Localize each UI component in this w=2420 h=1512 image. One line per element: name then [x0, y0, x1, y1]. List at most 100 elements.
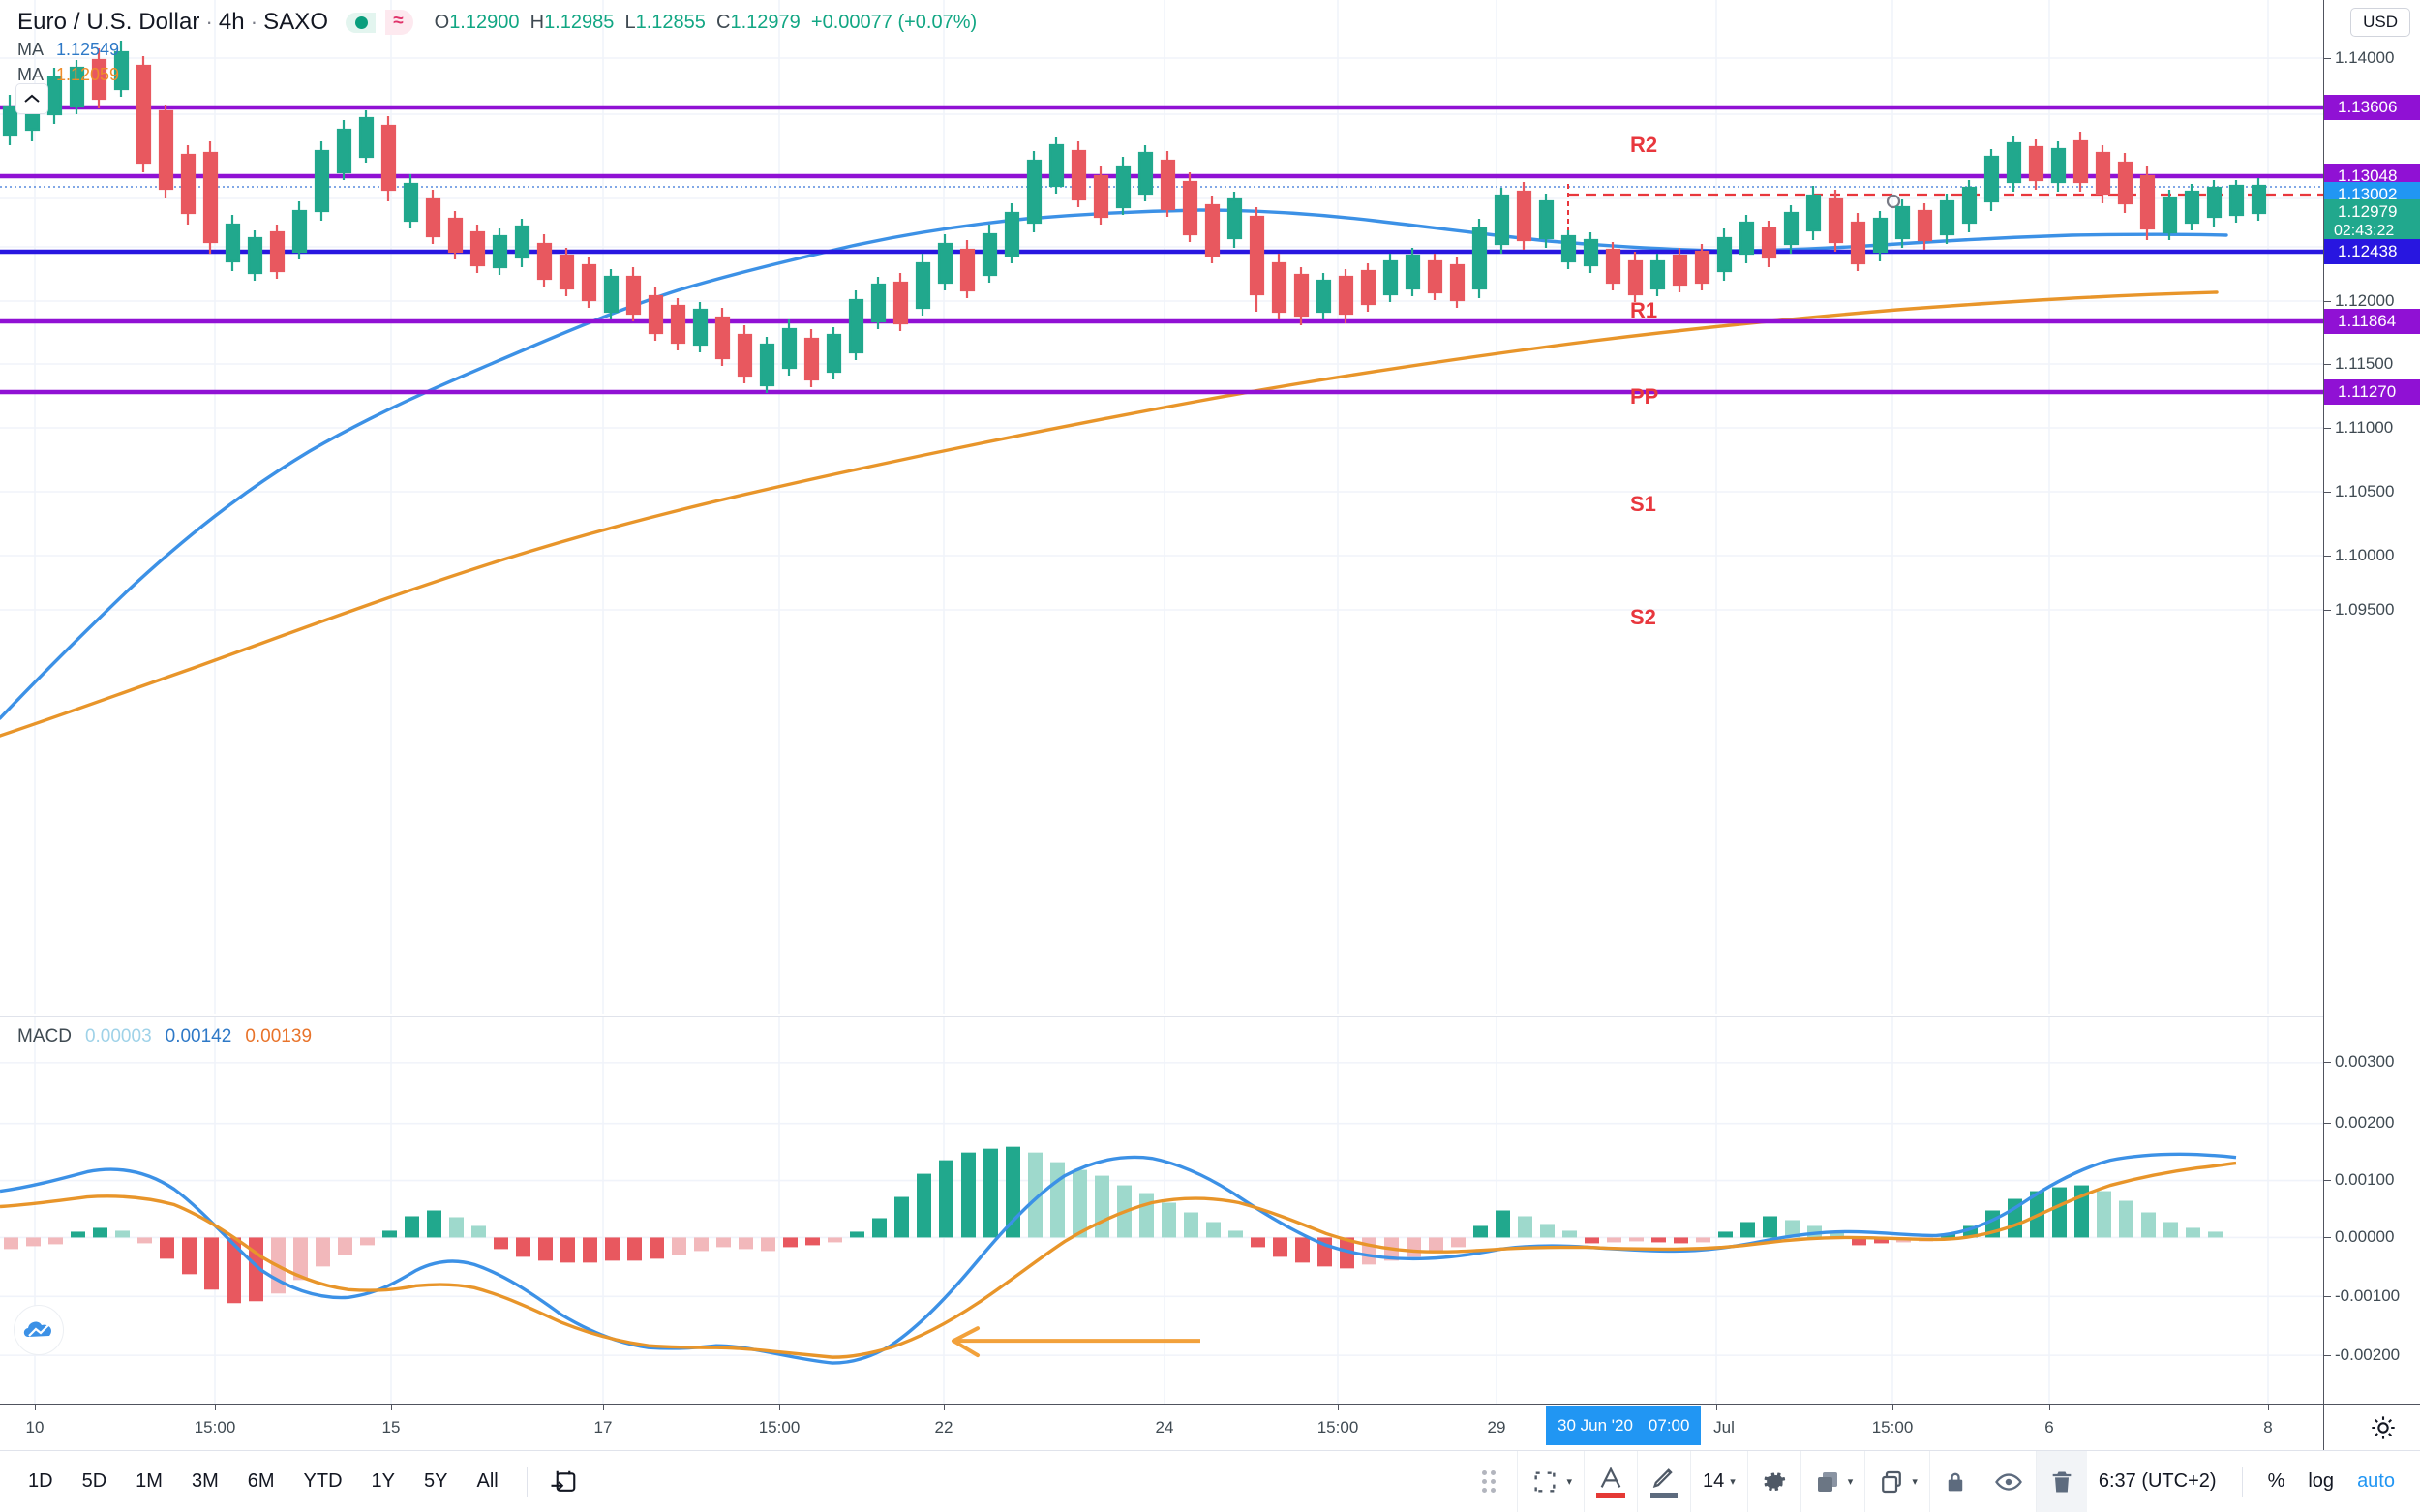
close-value: 1.12979 — [730, 11, 801, 33]
chart-style-toggle[interactable]: ≈ — [346, 10, 413, 35]
pp-price-badge[interactable]: 1.12438 — [2324, 239, 2420, 264]
ma-slow-label: MA — [17, 64, 44, 84]
toolbar-divider-2 — [2241, 1467, 2243, 1497]
toolbar-divider — [526, 1467, 528, 1497]
tradingview-cloud-logo — [14, 1305, 64, 1355]
wave-icon[interactable]: ≈ — [385, 10, 413, 35]
macd-pane[interactable] — [0, 1016, 2323, 1404]
time-tick: 15:00 — [194, 1418, 236, 1436]
price-tick: 1.12000 — [2324, 291, 2394, 311]
layers-button[interactable]: ▾ — [1800, 1450, 1865, 1512]
time-tick: 10 — [25, 1418, 45, 1436]
time-tick: 24 — [1155, 1418, 1174, 1436]
line-style-icon — [1649, 1466, 1679, 1498]
ma-slow-legend[interactable]: MA 1.12059 — [17, 62, 977, 87]
macd-title: MACD — [17, 1026, 72, 1046]
macd-signal-value: 0.00139 — [245, 1026, 313, 1046]
currency-chip[interactable]: USD — [2350, 8, 2410, 37]
range-ytd[interactable]: YTD — [303, 1470, 343, 1492]
drawing-template-button[interactable]: ▾ — [1517, 1450, 1584, 1512]
price-tick: 1.11000 — [2324, 418, 2393, 438]
time-scale[interactable]: 10 15:00 15 17 15:00 22 24 15:00 29 Jul … — [0, 1404, 2420, 1451]
macd-tick: 0.00000 — [2324, 1227, 2394, 1247]
lock-button[interactable] — [1928, 1450, 1981, 1512]
macd-tick: 0.00300 — [2324, 1052, 2394, 1072]
gear-icon — [1764, 1471, 1785, 1491]
s1-price-badge[interactable]: 1.11864 — [2324, 309, 2420, 334]
remove-button[interactable] — [2035, 1450, 2087, 1512]
low-value: 1.12855 — [635, 11, 706, 33]
range-selector[interactable]: 1D 5D 1M 3M 6M YTD 1Y 5Y All — [0, 1465, 513, 1498]
auto-scale-toggle[interactable]: auto — [2345, 1451, 2420, 1512]
range-1m[interactable]: 1M — [136, 1470, 163, 1492]
macd-tick: -0.00100 — [2324, 1286, 2400, 1306]
open-label: O — [434, 11, 450, 33]
price-scale[interactable]: USD 1.14000 1.13500 1.12000 1.11500 1.11… — [2323, 0, 2420, 1404]
crosshair-clock: 07:00 — [1648, 1416, 1690, 1435]
time-tick: 8 — [2263, 1418, 2273, 1436]
drag-handle-icon[interactable] — [1461, 1451, 1517, 1512]
bottom-toolbar[interactable]: 1D 5D 1M 3M 6M YTD 1Y 5Y All ▾ — [0, 1450, 2420, 1512]
drawing-settings-button[interactable] — [1746, 1450, 1800, 1512]
macd-legend[interactable]: MACD 0.00003 0.00142 0.00139 — [17, 1026, 312, 1047]
percent-label: % — [2267, 1470, 2285, 1492]
symbol-title[interactable]: Euro / U.S. Dollar — [17, 9, 200, 35]
log-scale-toggle[interactable]: log — [2296, 1451, 2345, 1512]
close-label: C — [716, 11, 731, 33]
high-label: H — [529, 11, 545, 33]
time-tick: 17 — [593, 1418, 613, 1436]
macd-tick: 0.00100 — [2324, 1170, 2394, 1190]
log-label: log — [2308, 1470, 2335, 1492]
annotation-arrow — [952, 1326, 1200, 1358]
time-tick: 22 — [934, 1418, 953, 1436]
visibility-icon — [1994, 1472, 2022, 1491]
clock-label: 6:37 (UTC+2) — [2098, 1470, 2217, 1492]
high-value: 1.12985 — [544, 11, 615, 33]
price-tick: 1.10000 — [2324, 546, 2394, 565]
ma-fast-legend[interactable]: MA 1.12549 — [17, 37, 977, 62]
range-1y[interactable]: 1Y — [371, 1470, 396, 1492]
range-all[interactable]: All — [476, 1470, 499, 1492]
font-size-value: 14 — [1703, 1470, 1725, 1492]
crosshair-date: 30 Jun '20 — [1558, 1416, 1633, 1435]
pivot-label-r2: R2 — [1630, 133, 1657, 157]
range-6m[interactable]: 6M — [247, 1470, 275, 1492]
range-5d[interactable]: 5D — [81, 1470, 107, 1492]
visibility-button[interactable] — [1980, 1450, 2036, 1512]
candles-icon[interactable] — [346, 12, 377, 33]
line-style-button[interactable] — [1637, 1450, 1690, 1512]
r2-price-badge[interactable]: 1.13606 — [2324, 95, 2420, 120]
percent-scale-toggle[interactable]: % — [2256, 1451, 2297, 1512]
range-1d[interactable]: 1D — [28, 1470, 53, 1492]
time-tick: Jul — [1713, 1418, 1735, 1436]
go-to-date-icon[interactable] — [541, 1460, 586, 1504]
exchange-label[interactable]: SAXO — [263, 9, 329, 35]
pivot-label-r1: R1 — [1630, 298, 1657, 322]
pivot-label-s2: S2 — [1630, 605, 1656, 629]
chevron-up-icon[interactable] — [15, 83, 48, 114]
ma-fast-value: 1.12549 — [56, 39, 120, 59]
macd-hist-value: 0.00003 — [84, 1026, 152, 1046]
s2-price-badge[interactable]: 1.11270 — [2324, 379, 2420, 405]
range-3m[interactable]: 3M — [191, 1470, 219, 1492]
title-separator-2: · — [250, 10, 258, 34]
clock-display[interactable]: 6:37 (UTC+2) — [2087, 1451, 2228, 1512]
pivot-label-pp: PP — [1630, 384, 1658, 408]
clone-button[interactable]: ▾ — [1864, 1450, 1929, 1512]
lock-icon — [1948, 1472, 1963, 1491]
interval-label[interactable]: 4h — [218, 9, 245, 35]
font-size-selector[interactable]: 14 ▾ — [1690, 1450, 1747, 1512]
text-color-icon — [1596, 1466, 1625, 1498]
price-chart-canvas: R2 R1 PP S1 S2 — [0, 0, 2323, 1014]
text-color-button[interactable] — [1584, 1450, 1637, 1512]
low-label: L — [624, 11, 636, 33]
clone-icon — [1882, 1470, 1902, 1493]
ma-fast-label: MA — [17, 39, 44, 59]
price-tick: 1.14000 — [2324, 48, 2394, 68]
gear-icon[interactable] — [2370, 1414, 2397, 1446]
price-chart-pane[interactable]: R2 R1 PP S1 S2 — [0, 0, 2323, 1014]
change-percent: (+0.07%) — [897, 11, 978, 33]
range-5y[interactable]: 5Y — [424, 1470, 448, 1492]
drawing-template-icon — [1534, 1470, 1557, 1493]
